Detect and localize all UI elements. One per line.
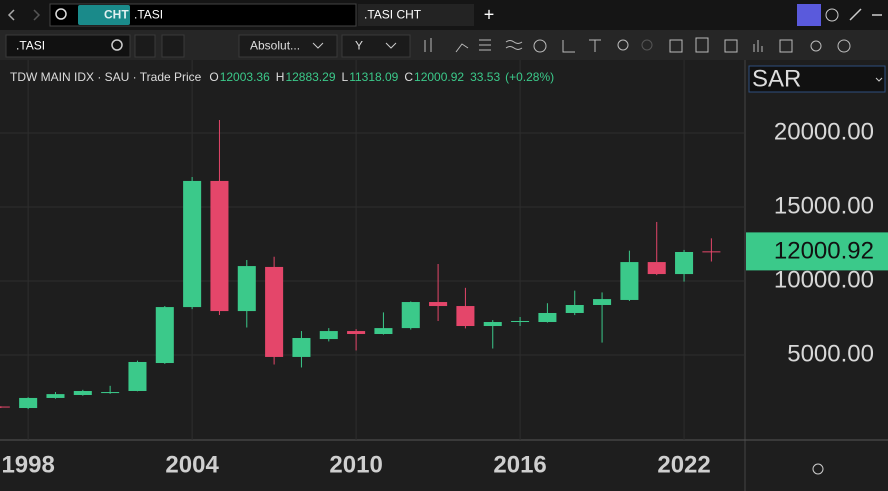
candle-body <box>128 361 147 392</box>
candle-body <box>429 302 448 307</box>
candle-body <box>675 251 694 275</box>
dropdown-arrow <box>875 77 883 82</box>
y-tick-label: 10000.00 <box>774 266 874 293</box>
candle-body <box>374 328 393 335</box>
currency-text: SAR <box>752 65 801 92</box>
candle-body <box>101 392 120 394</box>
interval-select[interactable] <box>341 34 411 58</box>
last-price-tag <box>746 232 888 271</box>
candle-body <box>0 406 10 408</box>
back-button[interactable] <box>7 9 15 21</box>
badge-text: CHT <box>104 8 129 22</box>
currency-select[interactable] <box>748 65 886 93</box>
legend-label: H <box>276 70 285 84</box>
legend-label: O <box>209 70 218 84</box>
x-tick-label: 1998 <box>1 451 54 478</box>
candle-body <box>292 338 311 357</box>
toolbar-icons[interactable] <box>424 37 851 53</box>
last-price-label: 12000.92 <box>774 238 874 265</box>
candle-body <box>155 307 174 364</box>
candle-body <box>73 391 92 395</box>
candle-body <box>647 262 666 275</box>
badge <box>78 5 130 25</box>
change-percent: (+0.28%) <box>505 70 554 84</box>
candle-body <box>620 262 639 300</box>
interval-text: Y <box>355 39 363 53</box>
dropdown-arrow <box>312 42 324 49</box>
symbol-text: .TASI <box>16 39 45 53</box>
candle-body <box>46 394 65 398</box>
legend-label: C <box>404 70 413 84</box>
dropdown-arrow <box>385 42 397 49</box>
add-button[interactable] <box>134 34 156 58</box>
x-tick-label: 2010 <box>329 451 382 478</box>
legend-label: L <box>342 70 349 84</box>
candle-body <box>401 302 420 329</box>
toolbar <box>0 30 888 60</box>
candle-body <box>456 306 475 327</box>
x-tick-label: 2016 <box>493 451 546 478</box>
symbol-input[interactable] <box>5 34 131 58</box>
legend-value: 12000.92 <box>414 70 464 84</box>
settings-button[interactable] <box>812 463 824 475</box>
price-type-select[interactable] <box>238 34 338 58</box>
legend-value: 11318.09 <box>349 70 398 84</box>
window-buttons[interactable] <box>849 8 882 21</box>
x-tick-label: 2022 <box>657 451 710 478</box>
y-tick-label: 5000.00 <box>787 340 874 367</box>
y-tick-label: 20000.00 <box>774 118 874 145</box>
y-tick-label: 15000.00 <box>774 192 874 219</box>
new-tab-button[interactable]: + <box>484 4 495 24</box>
candle-body <box>565 304 584 313</box>
candle-body <box>19 397 38 409</box>
candle-body <box>237 266 256 312</box>
candle-body <box>483 322 502 327</box>
candle-body <box>593 299 612 305</box>
chart-title: TDW MAIN IDX · SAU · Trade Price <box>10 70 202 84</box>
candle-body <box>319 331 338 340</box>
search-icon <box>55 8 67 20</box>
help-button[interactable] <box>825 8 839 22</box>
candle-body <box>183 180 202 308</box>
forward-button[interactable] <box>33 9 41 21</box>
symbol-search-icon <box>111 39 123 51</box>
candle-body <box>511 320 530 323</box>
candle-body <box>265 266 284 357</box>
folder-button[interactable] <box>161 34 185 58</box>
candle-body <box>538 312 557 323</box>
legend-value: 12883.29 <box>285 70 335 84</box>
x-tick-label: 2004 <box>165 451 219 478</box>
change-value: 33.53 <box>470 70 500 84</box>
active-tab[interactable] <box>358 4 474 26</box>
legend-value: 12003.36 <box>220 70 270 84</box>
tab-title: .TASI CHT <box>364 8 422 22</box>
candle-body <box>210 180 229 312</box>
link-button[interactable] <box>797 4 821 26</box>
search-text: .TASI <box>134 8 163 22</box>
price-type-text: Absolut... <box>250 39 300 53</box>
candle-body <box>702 251 721 253</box>
candle-body <box>347 331 366 335</box>
